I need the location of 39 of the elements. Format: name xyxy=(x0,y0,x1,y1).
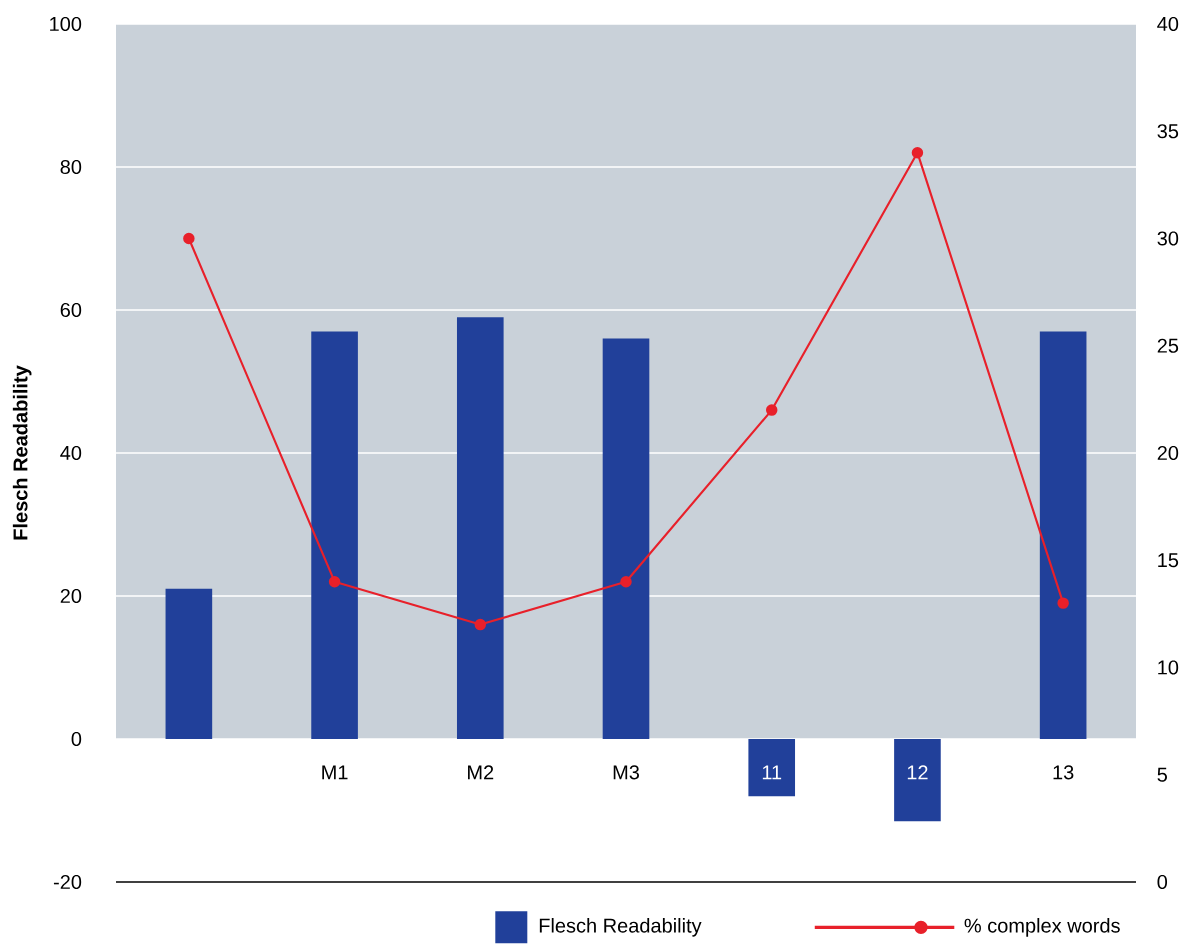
y-tick-label: 100 xyxy=(50,16,82,32)
point xyxy=(474,618,487,631)
point xyxy=(1057,597,1069,609)
bar xyxy=(894,738,941,822)
bar xyxy=(165,588,213,739)
y2-tick-label: 0 xyxy=(1157,874,1168,890)
y2-tick-label: 40 xyxy=(1157,16,1179,32)
y-tick-label: 40 xyxy=(60,445,82,461)
x-tick-label: 12 xyxy=(907,765,928,780)
y2-tick-label: 20 xyxy=(1157,445,1179,461)
bar xyxy=(748,738,796,797)
y-tick-label: 80 xyxy=(60,159,82,175)
legend-label: % complex words xyxy=(964,918,1120,937)
y-tick-label: 0 xyxy=(71,731,82,747)
bar xyxy=(1039,331,1087,739)
y-tick-label: -20 xyxy=(53,874,82,890)
legend-label: Flesch Readability xyxy=(539,918,702,937)
point xyxy=(183,232,195,245)
y-tick-label: 20 xyxy=(60,588,82,604)
y2-tick-label: 30 xyxy=(1157,231,1179,246)
y2-tick-label: 25 xyxy=(1157,338,1179,353)
y2-tick-label: 15 xyxy=(1158,553,1179,568)
bar xyxy=(456,317,504,739)
y2-tick-label: 5 xyxy=(1157,767,1167,782)
y2-tick-label: 10 xyxy=(1158,660,1179,675)
x-tick-label: 13 xyxy=(1053,765,1074,780)
point xyxy=(911,146,924,159)
y-tick-label: 60 xyxy=(60,302,82,318)
point xyxy=(328,575,341,588)
x-tick-label: M3 xyxy=(613,765,640,780)
x-tick-label: 11 xyxy=(762,765,782,780)
bar xyxy=(602,338,650,739)
y2-tick-label: 35 xyxy=(1157,124,1179,139)
point xyxy=(620,575,632,588)
bar xyxy=(311,331,358,739)
point xyxy=(765,404,778,416)
x-tick-label: M1 xyxy=(322,765,348,780)
x-tick-label: M2 xyxy=(468,765,494,780)
y-axis-title: Flesch Readability xyxy=(12,365,32,540)
